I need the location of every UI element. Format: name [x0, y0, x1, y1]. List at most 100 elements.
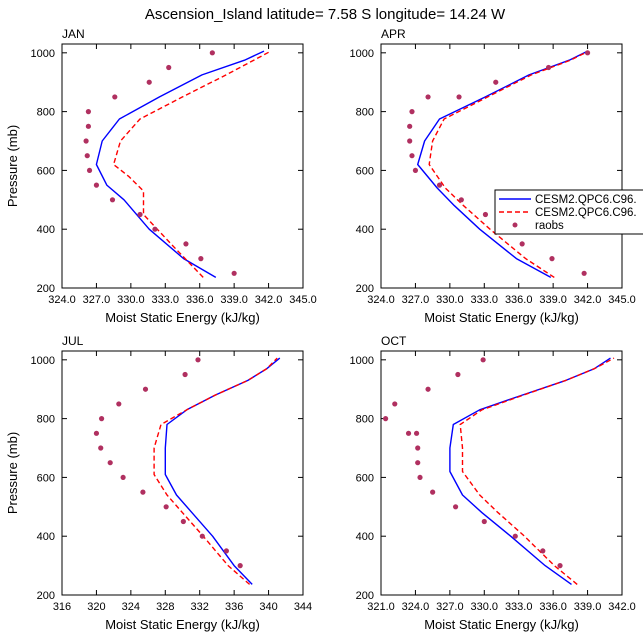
raobs-point — [107, 460, 113, 466]
raobs-point — [140, 489, 146, 495]
y-tick-label: 800 — [37, 414, 55, 426]
x-tick-label: 342.0 — [574, 294, 602, 306]
y-tick-label: 400 — [37, 224, 55, 236]
raobs-point — [407, 138, 413, 144]
x-tick-label: 339.0 — [574, 601, 602, 613]
x-tick-label: 344 — [294, 601, 312, 613]
raobs-point — [86, 167, 93, 174]
panel-label: JAN — [62, 27, 85, 41]
y-tick-label: 200 — [37, 590, 55, 602]
x-tick-label: 328 — [156, 601, 174, 613]
raobs-point — [93, 182, 100, 188]
raobs-point — [452, 504, 459, 510]
x-tick-label: 330.0 — [436, 294, 464, 306]
raobs-point — [425, 94, 431, 100]
raobs-point — [93, 430, 100, 436]
x-tick-label: 330.0 — [117, 294, 145, 306]
raobs-point — [237, 563, 243, 569]
raobs-point — [98, 416, 105, 422]
raobs-point — [195, 357, 201, 363]
raobs-point — [409, 109, 415, 115]
x-tick-label: 336.0 — [505, 294, 533, 306]
series-line-model-b — [459, 357, 615, 585]
y-tick-label: 600 — [37, 165, 55, 177]
raobs-point — [209, 50, 215, 56]
x-tick-label: 333.0 — [505, 601, 533, 613]
raobs-point — [417, 474, 423, 481]
x-tick-label: 327.0 — [402, 294, 430, 306]
raobs-point — [98, 445, 104, 451]
x-tick-label: 339.0 — [220, 294, 248, 306]
raobs-point — [557, 563, 563, 569]
y-tick-label: 200 — [356, 283, 374, 295]
y-tick-label: 400 — [37, 531, 55, 543]
raobs-point — [83, 138, 89, 144]
series-line-model-b — [112, 50, 272, 278]
y-tick-label: 600 — [356, 165, 374, 177]
x-axis-title: Moist Static Energy (kJ/kg) — [105, 310, 260, 325]
raobs-point — [455, 371, 461, 378]
y-tick-label: 600 — [356, 472, 374, 484]
x-tick-label: 339.0 — [539, 294, 567, 306]
raobs-point — [223, 548, 229, 554]
raobs-point — [412, 167, 419, 174]
panel-label: APR — [381, 27, 406, 41]
x-tick-label: 316 — [53, 601, 71, 613]
panel-jan: JAN 324.0 327.0 330.0 333.0 336.0 339.0 342.0 34… — [5, 27, 317, 325]
raobs-point — [382, 416, 389, 422]
x-tick-label: 324.0 — [48, 294, 76, 306]
panel-label: OCT — [381, 334, 407, 348]
raobs-point — [456, 94, 462, 100]
x-tick-label: 342.0 — [255, 294, 283, 306]
legend: CESM2.QPC6.C96. CESM2.QPC6.C96. raobs — [494, 189, 643, 235]
raobs-point — [409, 153, 415, 159]
y-tick-label: 1000 — [350, 48, 374, 60]
raobs-point — [512, 533, 518, 539]
x-axis-title: Moist Static Energy (kJ/kg) — [424, 617, 579, 632]
x-tick-label: 320 — [87, 601, 105, 613]
x-tick-label: 333.0 — [471, 294, 499, 306]
raobs-point — [425, 386, 431, 392]
y-tick-label: 400 — [356, 224, 374, 236]
raobs-point — [183, 241, 189, 247]
plot-frame — [61, 350, 304, 596]
x-tick-label: 324.0 — [402, 601, 430, 613]
raobs-point — [584, 50, 591, 56]
raobs-point — [116, 401, 122, 407]
x-tick-label: 333.0 — [152, 294, 180, 306]
raobs-point — [112, 94, 118, 100]
y-axis-title: Pressure (mb) — [5, 432, 20, 514]
x-tick-label: 336.0 — [539, 601, 567, 613]
raobs-point — [430, 489, 436, 495]
raobs-point — [146, 79, 152, 85]
legend-label-raobs: raobs — [535, 220, 564, 232]
x-tick-label: 342.0 — [608, 601, 636, 613]
raobs-point — [231, 270, 237, 276]
y-tick-label: 800 — [356, 107, 374, 119]
raobs-point — [480, 357, 486, 363]
raobs-point — [137, 211, 143, 218]
x-axis-title: Moist Static Energy (kJ/kg) — [424, 310, 579, 325]
series-line-model-a — [95, 50, 265, 279]
raobs-point — [482, 211, 489, 218]
raobs-point — [142, 386, 149, 392]
panel-oct: OCT 321.0 324.0 327.0 330.0 333.0 336.0 339.0 34… — [350, 334, 636, 632]
y-tick-label: 1000 — [31, 48, 55, 60]
x-tick-label: 327.0 — [436, 601, 464, 613]
y-tick-label: 200 — [37, 283, 55, 295]
raobs-point — [180, 518, 186, 525]
y-axis-title: Pressure (mb) — [5, 125, 20, 207]
x-tick-label: 336 — [225, 601, 243, 613]
raobs-point — [392, 401, 398, 407]
plot-frame — [380, 43, 623, 289]
raobs-point — [415, 445, 421, 451]
legend-label-model-b: CESM2.QPC6.C96. — [535, 207, 637, 219]
x-tick-label: 327.0 — [83, 294, 111, 306]
raobs-point — [120, 474, 126, 481]
raobs-point — [84, 153, 90, 159]
raobs-point — [436, 182, 443, 188]
x-tick-label: 330.0 — [471, 601, 499, 613]
raobs-point — [458, 197, 464, 203]
